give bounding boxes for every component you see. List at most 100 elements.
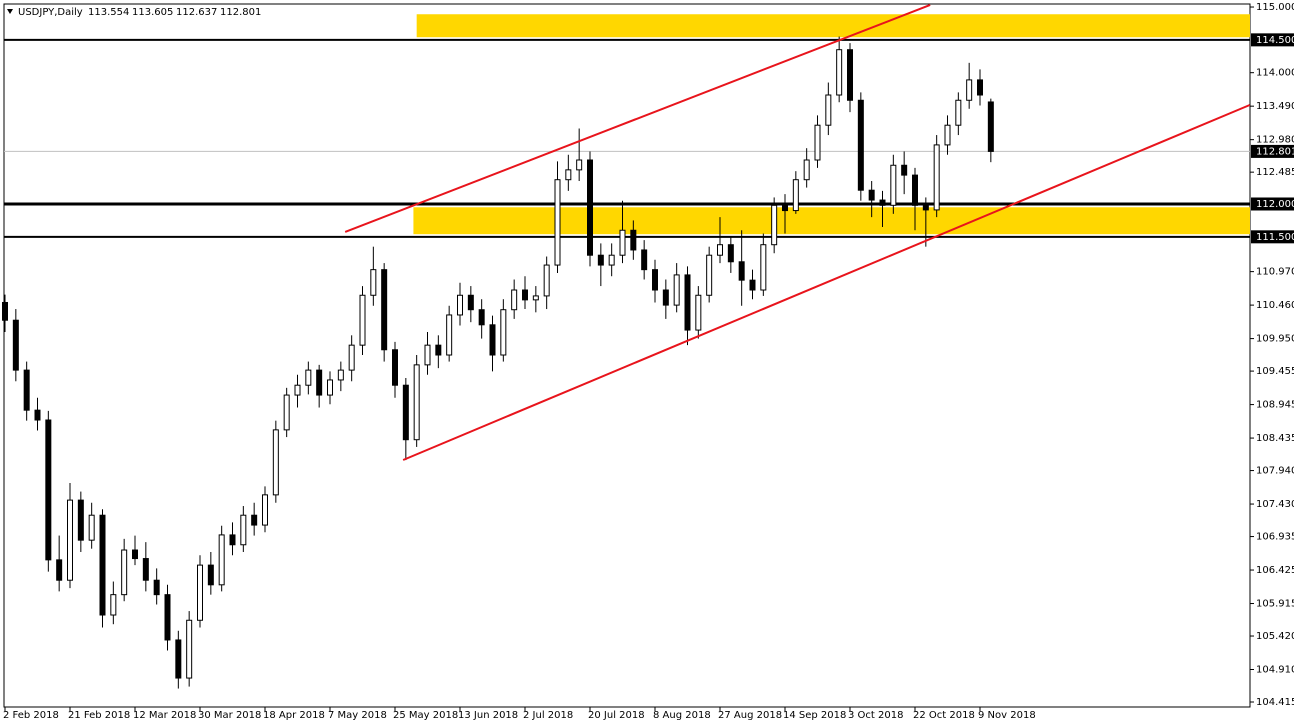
x-tick-label: 27 Aug 2018 [718, 710, 782, 721]
y-tick-label: 106.425 [1256, 565, 1294, 576]
candle-body [316, 369, 323, 396]
candle-body [142, 558, 149, 581]
candle-body [240, 514, 247, 546]
y-tick-label: 112.980 [1256, 135, 1294, 146]
candle-body [413, 364, 420, 441]
x-tick-label: 13 Jun 2018 [458, 710, 518, 721]
candle-body [153, 579, 160, 596]
candle-body [771, 204, 778, 246]
candle-body [67, 499, 73, 581]
level-box [1251, 197, 1294, 211]
x-tick-label: 30 Mar 2018 [198, 710, 261, 721]
candle-body [912, 174, 918, 206]
trendline [402, 104, 1251, 461]
candle-body [879, 199, 886, 206]
candle-body [966, 79, 973, 101]
candle-body [337, 369, 344, 381]
candle-body [164, 594, 171, 641]
candle-body [457, 294, 463, 316]
candle-body [402, 384, 409, 441]
y-tick-label: 113.490 [1256, 101, 1294, 112]
candle-body [229, 534, 236, 546]
candle-body [782, 204, 788, 212]
y-tick-label: 109.950 [1256, 334, 1294, 345]
y-tick-label: 105.915 [1256, 599, 1294, 610]
candle-body [12, 319, 19, 371]
candle-body [381, 269, 388, 351]
candle-body [565, 169, 572, 181]
candle-body [749, 279, 756, 291]
candle-body [446, 314, 453, 356]
candle-body [500, 309, 507, 356]
x-tick-label: 20 Jul 2018 [588, 710, 645, 721]
candle-body [543, 264, 550, 297]
x-tick-label: 2 Jul 2018 [523, 710, 573, 721]
candle-body [554, 179, 561, 266]
candle-body [717, 244, 723, 256]
zone [416, 14, 1251, 38]
candle-body [348, 344, 355, 371]
y-tick-label: 104.910 [1256, 665, 1294, 676]
candle-body [251, 514, 258, 526]
y-tick-label: 110.460 [1256, 300, 1294, 311]
candle-body [392, 349, 398, 386]
y-tick-label: 108.435 [1256, 433, 1294, 444]
header-value: 112.801 [220, 7, 261, 18]
candle-body [370, 269, 377, 296]
candle-body [88, 514, 95, 541]
candle-body [467, 294, 474, 311]
candle-body [56, 559, 63, 581]
candle-body [597, 254, 604, 266]
zone [413, 207, 1251, 235]
current-price-box [1251, 144, 1294, 158]
x-tick-label: 2 Feb 2018 [3, 710, 59, 721]
level-label: 111.500 [1256, 232, 1294, 243]
candle-body [77, 499, 84, 541]
candle-body [175, 639, 182, 679]
candle-body [977, 79, 983, 96]
candle-body [283, 394, 290, 431]
candle-body [272, 429, 279, 496]
candle-body [587, 159, 593, 256]
x-tick-label: 9 Nov 2018 [978, 710, 1036, 721]
candle-body [262, 494, 268, 526]
x-tick-label: 22 Oct 2018 [913, 710, 975, 721]
candle-body [684, 274, 691, 331]
candle-body [489, 324, 496, 356]
x-tick-label: 14 Sep 2018 [783, 710, 846, 721]
candle-body [673, 274, 680, 306]
candle-body [576, 159, 583, 171]
candle-body [868, 189, 875, 201]
candle-body [652, 269, 658, 291]
candle-body [305, 369, 312, 386]
candle-body [619, 229, 626, 256]
candle-body [901, 164, 908, 176]
candle-body [45, 419, 52, 561]
candle-body [435, 344, 442, 356]
y-tick-label: 107.940 [1256, 466, 1294, 477]
candle-body [922, 204, 929, 211]
candle-body [294, 384, 301, 396]
header-value: 112.637 [176, 7, 217, 18]
candle-body [641, 249, 648, 271]
candle-body [847, 49, 853, 101]
x-tick-label: 12 Mar 2018 [133, 710, 196, 721]
candle-body [987, 101, 994, 152]
candle-body [803, 159, 810, 181]
candle-body [186, 619, 193, 679]
candle-body [34, 409, 41, 421]
candle-body [424, 344, 431, 366]
candle-body [944, 124, 951, 146]
level-box [1251, 33, 1294, 47]
candle-body [662, 289, 669, 306]
header-value: 113.554 [88, 7, 129, 18]
x-tick-label: 21 Feb 2018 [68, 710, 130, 721]
candle-body [825, 94, 832, 126]
candle-body [792, 179, 799, 212]
candle-body [857, 99, 864, 191]
menu-arrow [7, 9, 13, 14]
x-tick-label: 3 Oct 2018 [848, 710, 903, 721]
x-tick-label: 18 Apr 2018 [263, 710, 325, 721]
